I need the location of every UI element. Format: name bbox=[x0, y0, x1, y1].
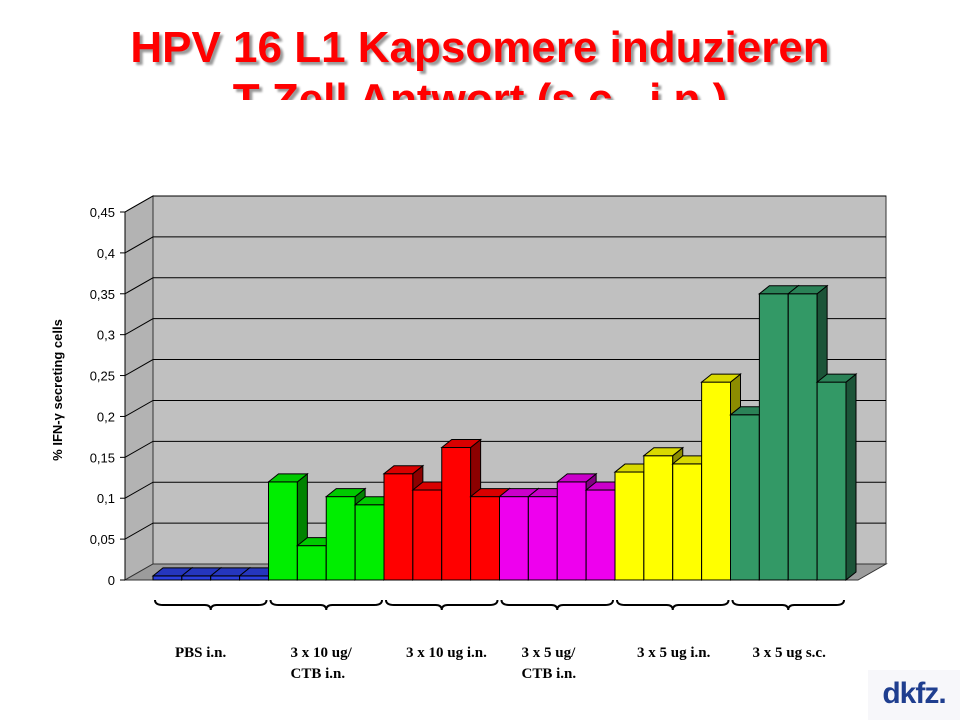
gridline bbox=[124, 195, 886, 213]
y-tick-label: 0 bbox=[108, 573, 115, 588]
bar-top bbox=[267, 473, 309, 483]
group-brace bbox=[269, 599, 383, 611]
bar-front bbox=[701, 381, 731, 581]
bars bbox=[151, 284, 858, 582]
y-tick-label: 0,1 bbox=[97, 491, 115, 506]
side-wall bbox=[124, 195, 154, 581]
group-brace bbox=[616, 599, 730, 611]
bar-front bbox=[672, 463, 703, 581]
y-tick-label: 0,2 bbox=[97, 409, 115, 424]
y-axis-label: % IFN-γ secreting cells bbox=[50, 319, 65, 461]
group-brace bbox=[731, 599, 845, 611]
bar-front bbox=[268, 481, 298, 581]
category-label: 3 x 10 ug/ bbox=[291, 645, 353, 661]
y-tick-label: 0,05 bbox=[90, 532, 115, 547]
group-brace bbox=[500, 599, 614, 611]
group-brace bbox=[154, 599, 268, 611]
gridline bbox=[124, 440, 886, 458]
bar-top bbox=[555, 473, 598, 483]
bar-front bbox=[556, 481, 587, 581]
y-tick-label: 0,35 bbox=[90, 287, 115, 302]
bar-top bbox=[786, 285, 829, 295]
dkfz-logo: dkfz. bbox=[868, 670, 960, 720]
category-label: 3 x 5 ug/ bbox=[522, 645, 577, 661]
gridline bbox=[124, 277, 886, 295]
bar-front bbox=[239, 575, 269, 581]
category-label: PBS i.n. bbox=[175, 645, 227, 661]
y-tick-label: 0,3 bbox=[97, 328, 115, 343]
y-tick-label: 0,45 bbox=[90, 205, 115, 220]
bar-front bbox=[758, 293, 789, 581]
category-label: 3 x 5 ug s.c. bbox=[753, 645, 827, 661]
blank-panel bbox=[200, 100, 752, 176]
bar-top bbox=[815, 373, 858, 383]
bar-front bbox=[296, 545, 327, 581]
bar-top bbox=[642, 447, 685, 457]
y-tick-label: 0,25 bbox=[90, 369, 115, 384]
bar-front bbox=[383, 473, 414, 581]
gridline bbox=[124, 399, 886, 417]
bar-front bbox=[614, 471, 645, 581]
category-label: CTB i.n. bbox=[291, 666, 346, 682]
chart-title-line-1: HPV 16 L1 Kapsomere induzieren bbox=[130, 23, 830, 72]
category-label: 3 x 10 ug i.n. bbox=[406, 645, 487, 661]
bar-top bbox=[382, 465, 425, 475]
bar-front bbox=[643, 455, 674, 581]
group-brace bbox=[385, 599, 499, 611]
bar-front bbox=[181, 575, 212, 581]
y-axis: 0 0,05 0,1 0,15 0,2 0,25 0,3 0,35 0,4 0,45 bbox=[90, 205, 126, 588]
bar-front bbox=[527, 496, 558, 581]
y-tick-label: 0,15 bbox=[90, 450, 115, 465]
bar-front bbox=[412, 489, 443, 581]
bar-front bbox=[210, 575, 241, 581]
bar-front bbox=[325, 496, 356, 581]
bar-side bbox=[845, 373, 857, 582]
category-labels: PBS i.n. 3 x 10 ug/CTB i.n. 3 x 10 ug i.n.… bbox=[175, 645, 826, 682]
y-tick-label: 0,4 bbox=[97, 246, 115, 261]
bar-front bbox=[787, 293, 818, 581]
bar-front bbox=[730, 414, 760, 581]
bar-front bbox=[441, 447, 472, 581]
bar-front bbox=[470, 496, 500, 581]
bar-front bbox=[499, 496, 529, 581]
gridlines bbox=[124, 195, 886, 540]
bar-front bbox=[585, 489, 616, 581]
bar-top bbox=[324, 488, 367, 498]
gridline bbox=[124, 359, 886, 376]
bar bbox=[815, 373, 858, 582]
category-label: 3 x 5 ug i.n. bbox=[637, 645, 711, 661]
group-braces bbox=[154, 599, 845, 611]
bar-front bbox=[354, 504, 385, 581]
gridline bbox=[124, 236, 886, 254]
chart-title: HPV 16 L1 Kapsomere induzieren T Zell An… bbox=[0, 22, 960, 126]
category-label: CTB i.n. bbox=[522, 666, 577, 682]
bar-front bbox=[816, 381, 847, 581]
bar-top bbox=[700, 373, 742, 383]
bar-front bbox=[152, 575, 183, 581]
gridline bbox=[124, 318, 886, 336]
bar-top bbox=[440, 439, 483, 449]
